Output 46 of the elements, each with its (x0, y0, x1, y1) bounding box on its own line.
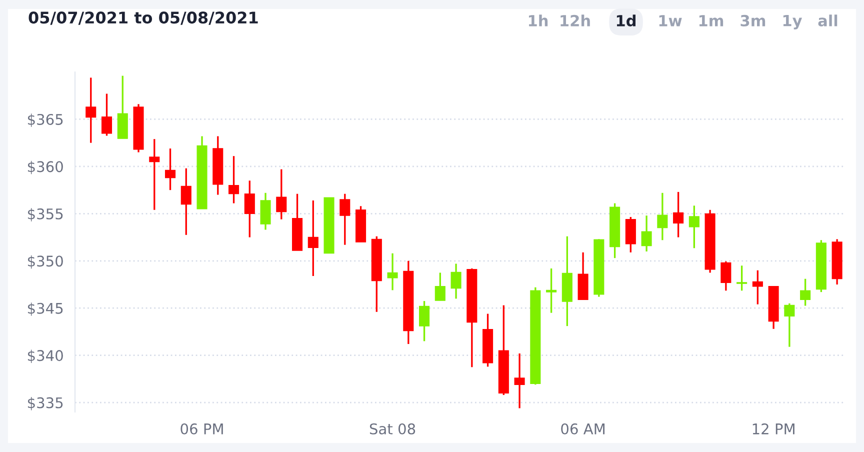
candlestick (149, 138, 160, 211)
candlestick (434, 272, 446, 302)
candlestick (308, 200, 318, 277)
candlestick (86, 76, 96, 144)
y-tick-label: $350 (28, 255, 63, 269)
candlestick (736, 264, 748, 292)
text: 1d (616, 14, 636, 26)
text: 12h (560, 14, 590, 26)
x-tick-label: 06 AM (561, 423, 604, 434)
candlestick (546, 268, 557, 314)
text: 1w (659, 15, 682, 26)
text: 1y (783, 14, 802, 30)
candlestick (514, 352, 525, 410)
candlestick (260, 192, 271, 231)
candlestick (387, 252, 398, 291)
candlestick (450, 262, 462, 300)
x-tick-label: 06 PM (180, 423, 223, 434)
candlestick (101, 92, 112, 137)
y-tick-label: $355 (28, 208, 63, 222)
candlestick (800, 278, 811, 307)
text: 1m (699, 15, 724, 26)
x-tick-label: Sat 08 (370, 423, 416, 434)
candlestick (180, 168, 192, 236)
y-tick-label: $365 (28, 114, 63, 127)
chart-title: 05/07/2021 to 05/08/2021 (28, 12, 258, 25)
candlestick (244, 180, 255, 238)
candlestick (164, 148, 176, 191)
candlestick (752, 270, 763, 306)
candlestick (276, 168, 287, 220)
text: 3m (740, 14, 766, 26)
y-tick-label: $340 (28, 350, 63, 364)
candlestick (673, 191, 684, 238)
y-tick-label: $360 (28, 160, 63, 174)
candlestick (720, 260, 732, 292)
x-tick-label: 12 PM (752, 423, 794, 434)
y-tick-label: $345 (28, 302, 63, 316)
candlestick (641, 214, 652, 252)
text: 1h (528, 14, 548, 26)
y-tick-label: $335 (28, 397, 63, 410)
text: all (818, 14, 838, 26)
candlestick (228, 155, 240, 204)
candlestick (688, 204, 700, 249)
candlestick (784, 302, 795, 348)
candlestick (340, 193, 350, 246)
candlestick (419, 300, 430, 342)
candlestick (657, 192, 668, 241)
